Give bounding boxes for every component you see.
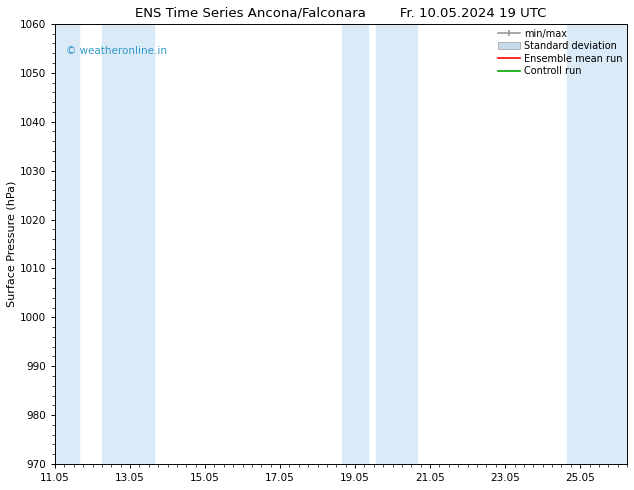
Legend: min/max, Standard deviation, Ensemble mean run, Controll run: min/max, Standard deviation, Ensemble me… [496,27,624,78]
Bar [55,24,79,464]
Bar [376,24,417,464]
Y-axis label: Surface Pressure (hPa): Surface Pressure (hPa) [7,181,17,307]
Bar [102,24,155,464]
Title: ENS Time Series Ancona/Falconara        Fr. 10.05.2024 19 UTC: ENS Time Series Ancona/Falconara Fr. 10.… [135,7,547,20]
Bar [342,24,368,464]
Bar [567,24,627,464]
Text: © weatheronline.in: © weatheronline.in [67,46,167,56]
